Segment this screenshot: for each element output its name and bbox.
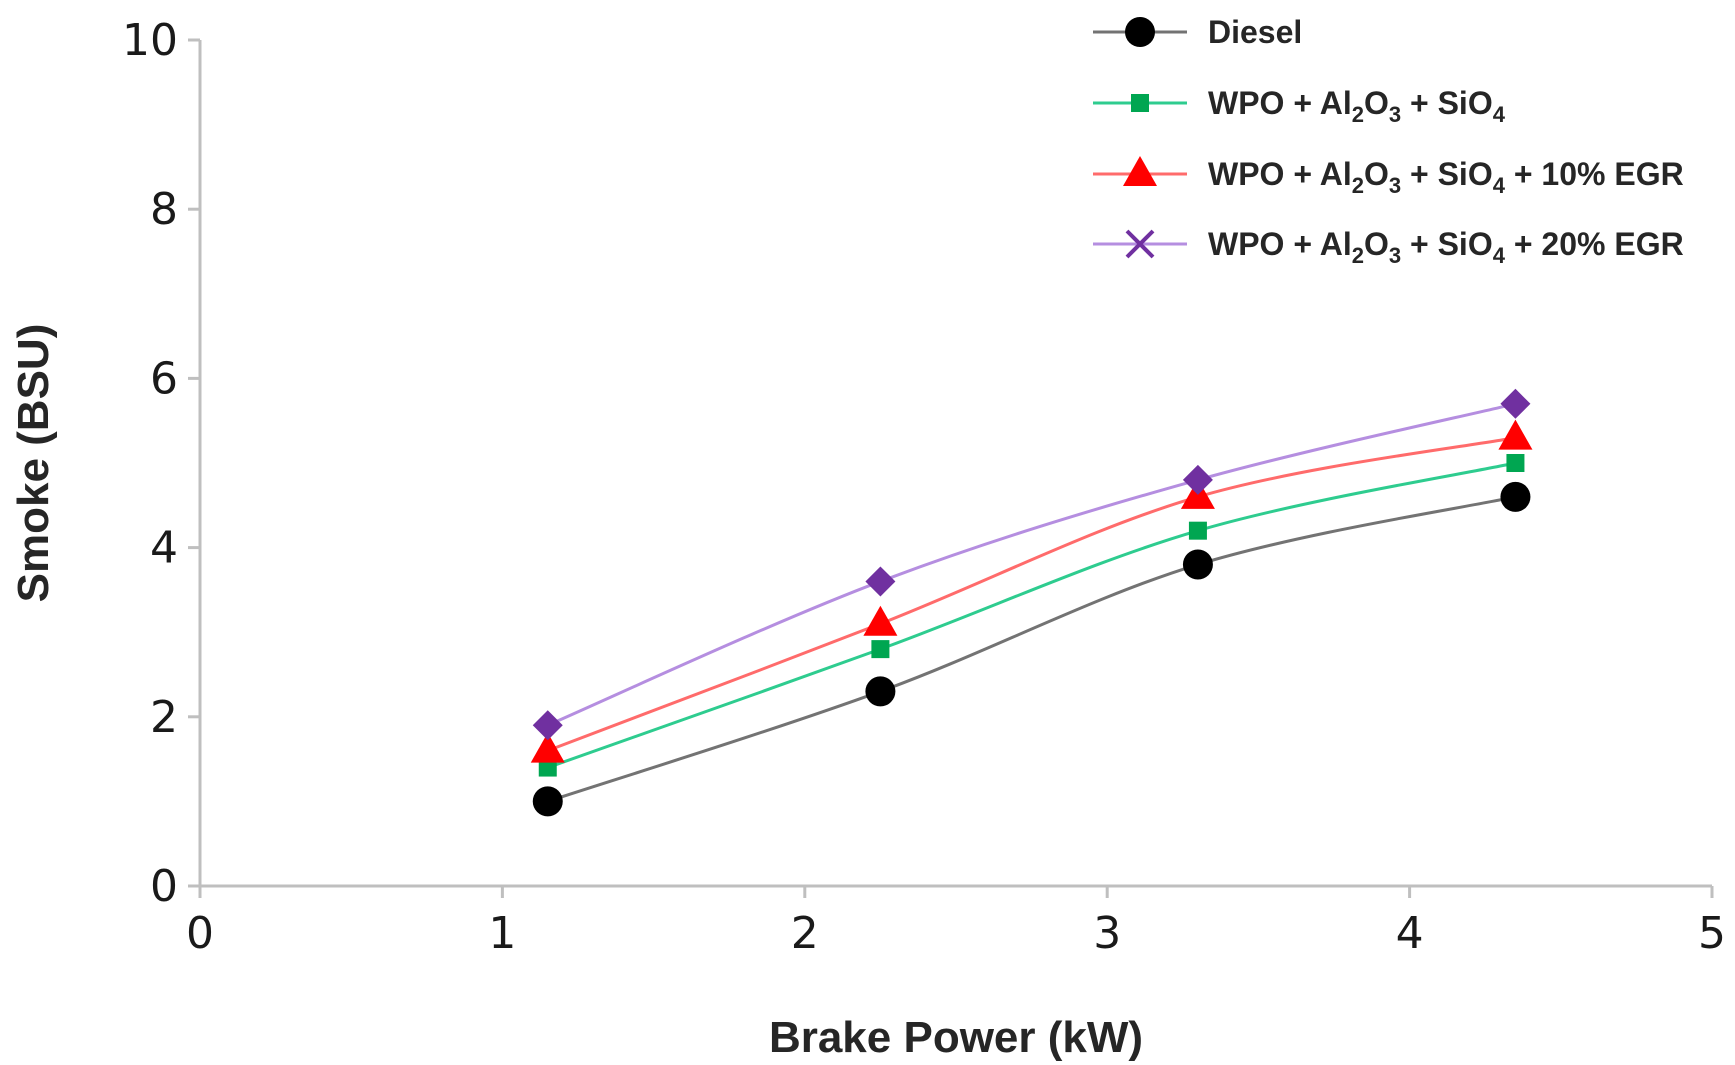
data-point [530,732,565,763]
data-point [1498,419,1533,450]
tick-labels: 0 2 4 6 8 10 0 1 2 3 4 5 [122,15,1726,959]
x-axis-title: Brake Power (kW) [769,1013,1143,1062]
data-point [532,710,563,741]
data-point [538,758,557,777]
series-4 [532,388,1531,741]
series-1 [532,481,1531,817]
legend-marker [1125,17,1155,47]
series-line [547,495,1516,803]
series-line [547,436,1516,753]
legend-label: Diesel [1208,14,1302,50]
y-tick-label: 4 [150,523,178,574]
legend-label: WPO + Al2O3 + SiO4 + 10% EGR [1208,156,1684,198]
y-tick-label: 8 [150,184,178,235]
y-tick-label: 10 [122,15,178,66]
series-line [547,402,1516,727]
data-point [1506,454,1525,472]
y-axis-title: Smoke (BSU) [9,324,58,603]
legend-label: WPO + Al2O3 + SiO4 + 20% EGR [1208,226,1684,268]
legend: Diesel WPO + Al2O3 + SiO4 WPO + Al2O3 + Si… [1093,14,1684,268]
x-tick-label: 0 [186,908,214,959]
data-point [1500,481,1531,512]
legend-label: WPO + Al2O3 + SiO4 [1208,85,1506,127]
data-point [1188,521,1207,540]
legend-item: WPO + Al2O3 + SiO4 + 20% EGR [1093,226,1684,268]
y-tick-label: 6 [150,353,178,404]
data-point [1182,464,1213,495]
series-3 [530,419,1533,763]
series-group [530,388,1533,817]
legend-item: Diesel [1093,14,1302,50]
data-point [865,676,896,707]
data-point [863,605,898,636]
x-tick-label: 4 [1396,908,1424,959]
legend-marker [1123,156,1157,186]
series-2 [538,454,1525,777]
data-point [1182,549,1213,580]
x-tick-label: 1 [488,908,516,959]
y-tick-label: 0 [150,861,178,912]
axes [198,40,1712,888]
data-point [865,566,896,597]
y-tick-label: 2 [150,692,178,743]
legend-marker [1125,229,1155,259]
x-tick-label: 3 [1093,908,1121,959]
legend-marker [1131,94,1149,112]
data-point [871,640,890,659]
x-tick-label: 5 [1698,908,1726,959]
legend-item: WPO + Al2O3 + SiO4 [1093,85,1506,127]
data-point [532,786,563,817]
data-point [1500,388,1531,419]
legend-item: WPO + Al2O3 + SiO4 + 10% EGR [1093,156,1684,198]
x-tick-label: 2 [791,908,819,959]
series-line [547,461,1516,769]
